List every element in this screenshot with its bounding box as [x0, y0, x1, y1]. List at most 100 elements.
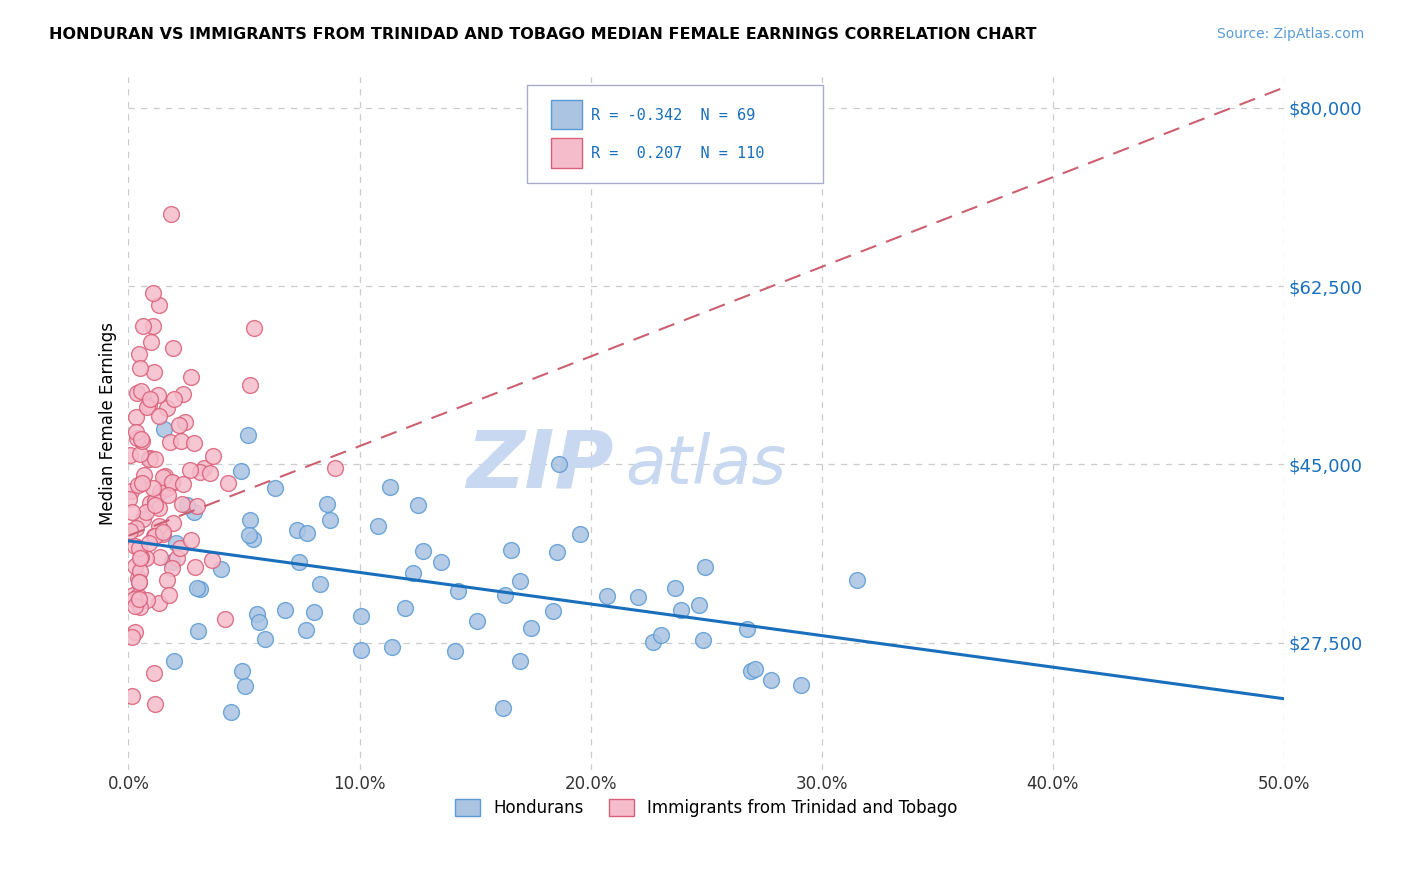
Point — [124, 539, 146, 553]
Point — [143, 529, 166, 543]
Point — [242, 321, 264, 335]
Point — [245, 607, 267, 622]
Point — [148, 596, 170, 610]
Point — [136, 593, 159, 607]
Point — [156, 401, 179, 416]
Point — [125, 425, 148, 439]
Point — [160, 475, 183, 490]
Point — [541, 604, 564, 618]
Point — [509, 574, 531, 588]
Point — [127, 431, 149, 445]
Point — [142, 481, 165, 495]
Point — [186, 499, 208, 513]
Point — [131, 434, 153, 449]
Point — [124, 558, 146, 573]
Point — [131, 318, 153, 333]
Point — [238, 428, 260, 442]
Text: HONDURAN VS IMMIGRANTS FROM TRINIDAD AND TOBAGO MEDIAN FEMALE EARNINGS CORRELATI: HONDURAN VS IMMIGRANTS FROM TRINIDAD AND… — [49, 27, 1036, 42]
Point — [285, 523, 308, 537]
Point — [231, 664, 253, 678]
Point — [744, 663, 766, 677]
Point — [128, 574, 150, 589]
Point — [170, 434, 193, 449]
Point — [519, 621, 541, 635]
Point — [183, 436, 205, 450]
Point — [263, 481, 285, 495]
Point — [467, 614, 489, 628]
Point — [145, 452, 167, 467]
Point — [128, 592, 150, 607]
Point — [568, 527, 591, 541]
Point — [124, 521, 146, 535]
Point — [148, 409, 170, 423]
Point — [287, 555, 309, 569]
Point — [153, 422, 176, 436]
Point — [132, 468, 155, 483]
Point — [200, 467, 222, 481]
Point — [239, 377, 262, 392]
Point — [238, 528, 260, 542]
Point — [156, 481, 179, 495]
Point — [247, 615, 270, 630]
Point — [202, 450, 225, 464]
Point — [143, 494, 166, 508]
Point — [219, 706, 242, 720]
Point — [183, 505, 205, 519]
Point — [139, 334, 162, 349]
Point — [163, 655, 186, 669]
Point — [166, 551, 188, 566]
Point — [121, 630, 143, 644]
Point — [186, 581, 208, 595]
Point — [122, 592, 145, 607]
Point — [184, 560, 207, 574]
Point — [302, 605, 325, 619]
Text: ZIP: ZIP — [467, 426, 613, 504]
Point — [138, 452, 160, 467]
Point — [217, 476, 239, 491]
Point — [129, 549, 152, 564]
Point — [350, 642, 373, 657]
Point — [187, 624, 209, 638]
Point — [761, 673, 783, 687]
Point — [129, 384, 152, 399]
Point — [688, 599, 710, 613]
Point — [172, 476, 194, 491]
Point — [180, 533, 202, 548]
Point — [127, 589, 149, 603]
Point — [169, 541, 191, 556]
Point — [406, 498, 429, 512]
Point — [735, 622, 758, 636]
Point — [138, 398, 160, 412]
Legend: Hondurans, Immigrants from Trinidad and Tobago: Hondurans, Immigrants from Trinidad and … — [449, 792, 965, 824]
Point — [160, 561, 183, 575]
Point — [128, 541, 150, 555]
Point — [139, 392, 162, 406]
Point — [129, 564, 152, 578]
Point — [125, 386, 148, 401]
Point — [239, 513, 262, 527]
Point — [139, 496, 162, 510]
Point — [120, 448, 142, 462]
Point — [233, 679, 256, 693]
Point — [548, 457, 571, 471]
Point — [128, 574, 150, 589]
Point — [135, 505, 157, 519]
Point — [176, 498, 198, 512]
Point — [209, 562, 232, 576]
Point — [180, 369, 202, 384]
Point — [394, 601, 416, 615]
Text: atlas: atlas — [626, 433, 786, 499]
Point — [295, 526, 318, 541]
Point — [627, 590, 650, 604]
Point — [157, 588, 180, 602]
Point — [167, 417, 190, 432]
Point — [179, 462, 201, 476]
Point — [129, 447, 152, 461]
Point — [159, 435, 181, 450]
Point — [201, 553, 224, 567]
Point — [160, 207, 183, 221]
Point — [790, 678, 813, 692]
Point — [315, 498, 337, 512]
Point — [127, 478, 149, 492]
Point — [156, 574, 179, 588]
